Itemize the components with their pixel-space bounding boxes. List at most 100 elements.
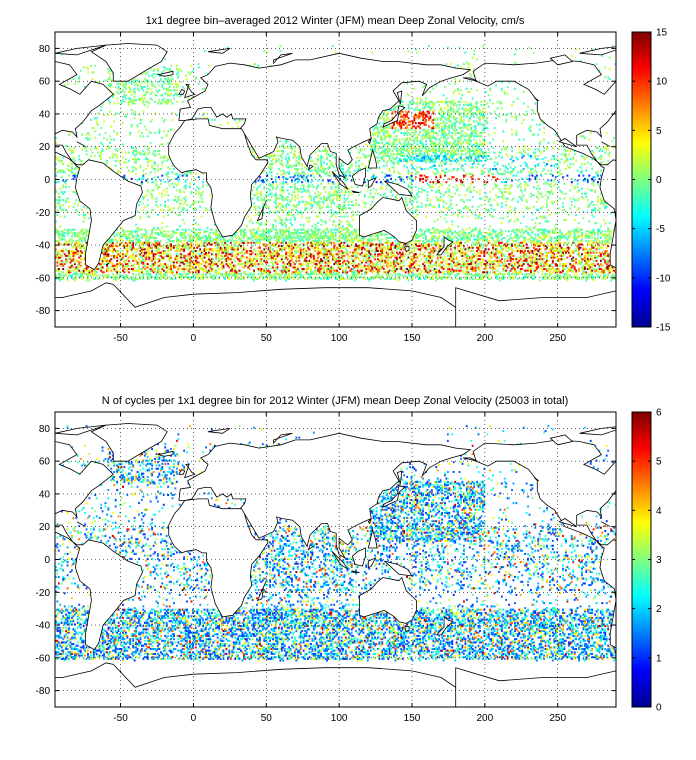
bin-cell: [366, 254, 369, 257]
bin-cell: [149, 264, 152, 267]
bin-cell: [473, 256, 476, 259]
bin-cell: [474, 238, 477, 241]
bin-cell: [208, 241, 210, 244]
bin-cell: [299, 272, 302, 275]
bin-cell: [551, 271, 554, 274]
bin-cell: [88, 271, 91, 274]
bin-cell: [458, 259, 461, 262]
bin-cell: [57, 235, 60, 238]
bin-cell: [272, 254, 274, 257]
bin-cell: [263, 236, 266, 239]
bin-cell: [73, 233, 76, 236]
bin-cell: [461, 231, 464, 234]
bin-cell: [197, 274, 200, 277]
bin-cell: [480, 261, 483, 264]
bin-cell: [350, 277, 353, 280]
bin-cell: [519, 254, 522, 257]
bin-cell: [352, 276, 355, 279]
bin-cell: [175, 256, 178, 259]
bin-cell: [436, 241, 439, 244]
bin-cell: [550, 243, 553, 246]
bin-cell: [119, 243, 121, 246]
bin-cell: [302, 248, 305, 251]
bin-cell: [145, 238, 148, 241]
bin-cell: [253, 272, 256, 275]
bin-cell: [464, 231, 467, 234]
bin-cell: [87, 277, 89, 280]
bin-cell: [426, 259, 429, 262]
bin-cell: [527, 249, 529, 253]
bin-cell: [337, 259, 340, 262]
bin-cell: [315, 264, 318, 267]
bin-cell: [435, 264, 438, 267]
bin-cell: [425, 238, 427, 241]
bin-cell: [199, 231, 202, 234]
bin-cell: [181, 245, 184, 248]
bin-cell: [286, 263, 289, 266]
bin-cell: [591, 269, 594, 272]
bin-cell: [221, 263, 223, 266]
bin-cell: [286, 238, 289, 241]
bin-cell: [457, 238, 460, 241]
bin-cell: [213, 233, 216, 236]
bin-cell: [129, 235, 132, 238]
bin-cell: [187, 243, 190, 246]
bin-cell: [69, 261, 72, 264]
bin-cell: [471, 241, 474, 244]
bin-cell: [206, 236, 209, 239]
bin-cell: [344, 248, 347, 251]
bin-cell: [206, 230, 209, 233]
bin-cell: [181, 228, 184, 231]
bin-cell: [288, 254, 290, 257]
bin-cell: [75, 241, 78, 244]
bin-cell: [548, 272, 551, 275]
bin-cell: [276, 266, 279, 269]
bin-cell: [503, 259, 506, 262]
bin-cell: [425, 246, 427, 249]
bin-cell: [203, 235, 206, 238]
bin-cell: [375, 271, 378, 274]
bin-cell: [390, 251, 392, 254]
bin-cell: [541, 266, 544, 269]
bin-cell: [473, 235, 476, 238]
bin-cell: [263, 251, 266, 254]
bin-cell: [238, 258, 241, 261]
bin-cell: [573, 241, 576, 244]
bin-cell: [460, 236, 462, 239]
bin-cell: [509, 246, 512, 249]
bin-cell: [562, 264, 564, 267]
bin-cell: [518, 243, 521, 246]
bin-cell: [73, 235, 76, 238]
bin-cell: [123, 276, 126, 279]
bin-cell: [245, 263, 248, 266]
bin-cell: [76, 233, 79, 236]
bin-cell: [184, 259, 187, 262]
bin-cell: [496, 274, 499, 277]
bin-cell: [583, 271, 586, 274]
bin-cell: [149, 235, 152, 238]
bin-cell: [388, 248, 391, 251]
bin-cell: [455, 274, 458, 277]
bin-cell: [215, 248, 218, 251]
bin-cell: [414, 253, 417, 256]
bin-cell: [119, 253, 121, 256]
bin-cell: [347, 235, 350, 238]
bin-cell: [512, 236, 515, 239]
bin-cell: [483, 253, 486, 256]
bin-cell: [75, 246, 78, 249]
bin-cell: [85, 231, 88, 234]
bin-cell: [196, 236, 199, 239]
bin-cell: [75, 271, 78, 274]
bin-cell: [508, 246, 511, 249]
bin-cell: [502, 264, 505, 267]
bin-cell: [116, 254, 119, 257]
bin-cell: [317, 241, 320, 244]
bin-cell: [267, 231, 270, 234]
bin-cell: [301, 269, 304, 272]
bin-cell: [276, 249, 279, 253]
bin-cell: [346, 266, 349, 269]
bin-cell: [205, 235, 207, 238]
bin-cell: [139, 240, 142, 243]
bin-cell: [425, 276, 427, 279]
bin-cell: [343, 271, 346, 274]
